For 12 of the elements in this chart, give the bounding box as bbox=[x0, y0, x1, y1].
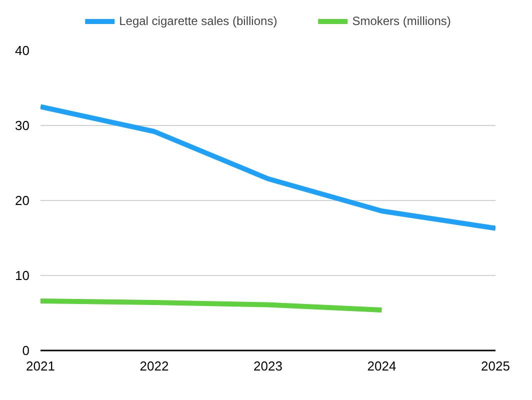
y-tick-label: 30 bbox=[15, 118, 30, 133]
y-tick-label: 20 bbox=[15, 193, 30, 208]
y-tick-label: 40 bbox=[15, 43, 30, 58]
x-tick-label: 2024 bbox=[367, 358, 396, 374]
x-tick-label: 2023 bbox=[254, 358, 282, 374]
y-tick-label: 0 bbox=[22, 343, 30, 358]
x-tick-label: 2021 bbox=[26, 358, 55, 374]
legend-label: Smokers (millions) bbox=[352, 14, 451, 28]
x-tick-label: 2022 bbox=[140, 358, 169, 374]
y-tick-label: 10 bbox=[15, 268, 30, 283]
legend-label: Legal cigarette sales (billions) bbox=[119, 14, 278, 28]
x-tick-label: 2025 bbox=[481, 358, 510, 374]
